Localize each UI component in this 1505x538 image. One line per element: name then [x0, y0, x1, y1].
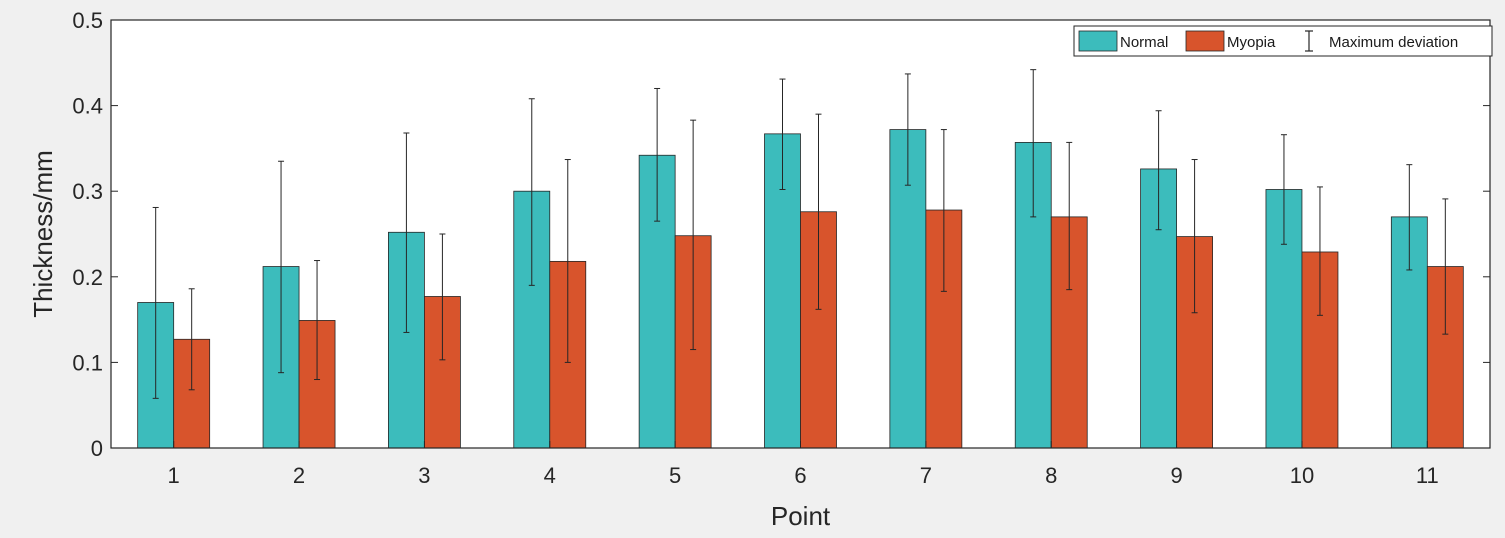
- x-tick-label: 8: [1045, 463, 1057, 488]
- legend-box: [1073, 25, 1493, 57]
- error-bar-normal-point-9: [1155, 110, 1162, 231]
- error-bar-myopia-point-6: [815, 113, 822, 310]
- x-tick-label: 2: [293, 463, 305, 488]
- error-bar-normal-point-1: [152, 206, 159, 399]
- error-bar-myopia-point-10: [1316, 186, 1323, 316]
- error-bar-normal-point-7: [904, 73, 911, 186]
- x-tick-label: 3: [418, 463, 430, 488]
- error-bar-myopia-point-8: [1066, 141, 1073, 291]
- x-axis-title: Point: [771, 501, 831, 531]
- error-bar-myopia-point-9: [1191, 159, 1198, 314]
- x-tick-label: 1: [168, 463, 180, 488]
- y-axis: 0 0.1 0.2 0.3 0.4 0.5: [72, 8, 1490, 461]
- x-tick-label: 7: [920, 463, 932, 488]
- error-bar-myopia-point-5: [690, 119, 697, 351]
- error-bar-normal-point-6: [779, 78, 786, 190]
- legend-label-myopia: Myopia: [1227, 34, 1276, 51]
- y-tick-label: 0.2: [72, 265, 103, 290]
- error-bar-normal-point-3: [403, 132, 410, 333]
- error-bar-myopia-point-2: [314, 260, 321, 381]
- error-bar-normal-point-4: [528, 98, 535, 286]
- legend-swatch-myopia: [1185, 30, 1225, 52]
- y-tick-label: 0.1: [72, 350, 103, 375]
- error-bar-normal-point-8: [1030, 69, 1037, 218]
- error-bar-normal-point-11: [1406, 164, 1413, 271]
- legend-label-maximum-deviation: Maximum deviation: [1329, 34, 1458, 51]
- x-tick-label: 10: [1290, 463, 1314, 488]
- x-tick-label: 4: [544, 463, 556, 488]
- error-bar-myopia-point-3: [439, 233, 446, 361]
- y-tick-label: 0.4: [72, 94, 103, 119]
- y-tick-label: 0.3: [72, 179, 103, 204]
- x-axis: 1 2 3 4 5 6 7 8 9 10 11: [168, 441, 1439, 488]
- legend-error-bar-icon: [1305, 30, 1313, 52]
- x-tick-label: 9: [1170, 463, 1182, 488]
- x-tick-label: 6: [794, 463, 806, 488]
- legend-label-normal: Normal: [1120, 34, 1168, 51]
- x-tick-label: 5: [669, 463, 681, 488]
- y-tick-label: 0.5: [72, 8, 103, 33]
- legend-swatch-normal: [1078, 30, 1118, 52]
- error-bar-normal-point-2: [278, 160, 285, 374]
- y-axis-title: Thickness/mm: [28, 150, 58, 318]
- error-bar-myopia-point-1: [188, 288, 195, 391]
- error-bar-normal-point-10: [1280, 134, 1287, 245]
- legend: Normal Myopia Maximum deviation: [1073, 25, 1493, 57]
- error-bars-layer: [152, 69, 1449, 399]
- error-bar-myopia-point-11: [1442, 198, 1449, 335]
- error-bar-myopia-point-7: [940, 129, 947, 292]
- error-bar-normal-point-5: [654, 87, 661, 222]
- y-tick-label: 0: [91, 436, 103, 461]
- error-bar-myopia-point-4: [564, 159, 571, 363]
- x-tick-label: 11: [1416, 463, 1439, 488]
